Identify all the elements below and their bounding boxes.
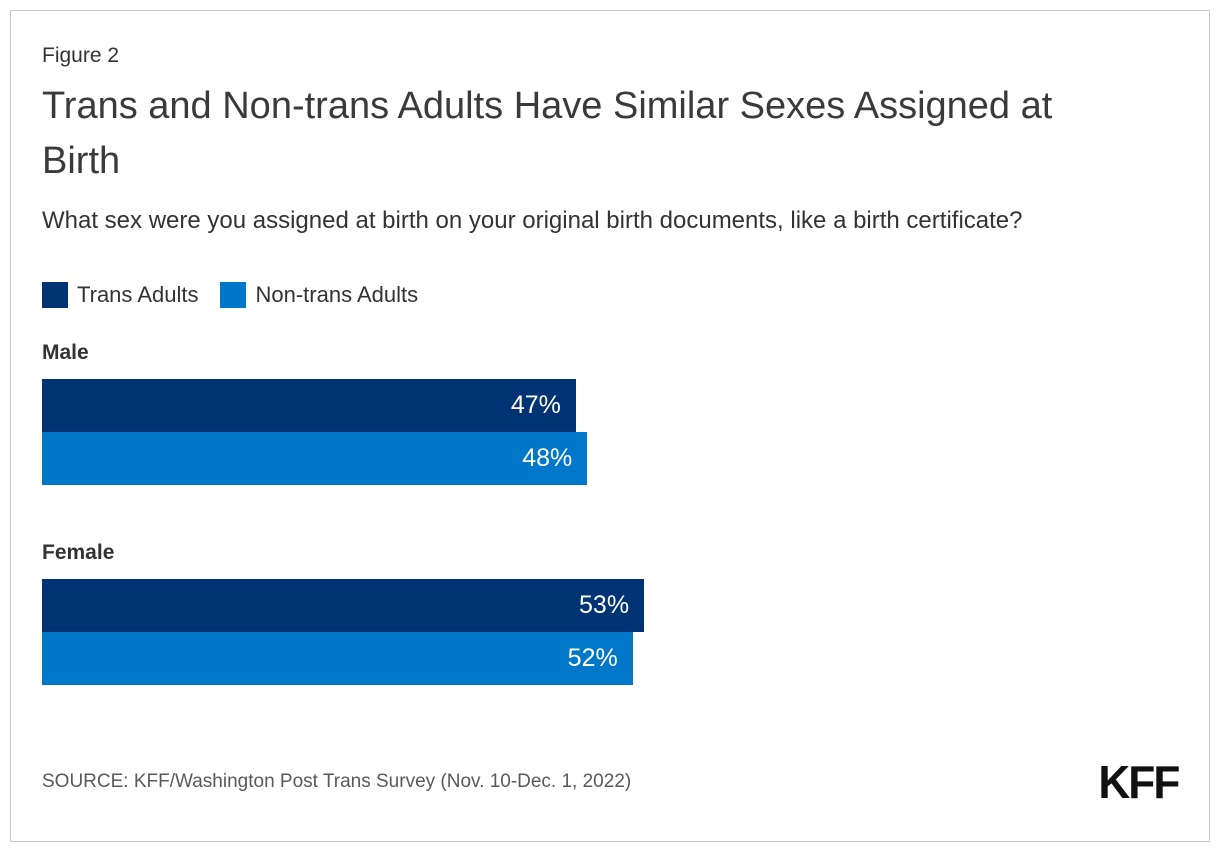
bar-value-label: 47% <box>510 391 561 419</box>
legend-swatch-icon <box>42 282 68 308</box>
bar-trans-adults-female: 53% <box>42 579 645 632</box>
legend-label: Trans Adults <box>77 282 199 307</box>
bar-value-label: 53% <box>579 591 630 619</box>
legend: Trans Adults Non-trans Adults <box>42 282 1178 308</box>
figure-label: Figure 2 <box>42 44 120 67</box>
bar-trans-adults-male: 47% <box>42 379 576 432</box>
category-label-male: Male <box>42 341 89 364</box>
bar-group-male: Male 47% 48% <box>42 341 1178 485</box>
chart-title: Trans and Non-trans Adults Have Similar … <box>42 85 1053 182</box>
legend-label: Non-trans Adults <box>255 282 419 307</box>
kff-logo: KFF <box>1097 756 1180 808</box>
legend-item-trans-adults: Trans Adults <box>42 282 198 308</box>
bar-group-female: Female 53% 52% <box>42 541 1178 685</box>
figure-frame: Figure 2 Trans and Non-trans Adults Have… <box>10 10 1210 842</box>
bar-non-trans-adults-female: 52% <box>42 632 633 685</box>
source-note: SOURCE: KFF/Washington Post Trans Survey… <box>42 771 632 792</box>
bar-value-label: 48% <box>522 444 573 472</box>
bar-value-label: 52% <box>567 644 618 672</box>
legend-swatch-icon <box>220 282 247 308</box>
category-label-female: Female <box>42 541 115 564</box>
chart-subtitle: What sex were you assigned at birth on y… <box>42 207 1023 234</box>
figure-footer: SOURCE: KFF/Washington Post Trans Survey… <box>42 756 1180 808</box>
legend-item-non-trans-adults: Non-trans Adults <box>220 282 418 308</box>
bar-chart: Male 47% 48% Female 53% 52% <box>42 341 1178 685</box>
bar-non-trans-adults-male: 48% <box>42 432 588 485</box>
